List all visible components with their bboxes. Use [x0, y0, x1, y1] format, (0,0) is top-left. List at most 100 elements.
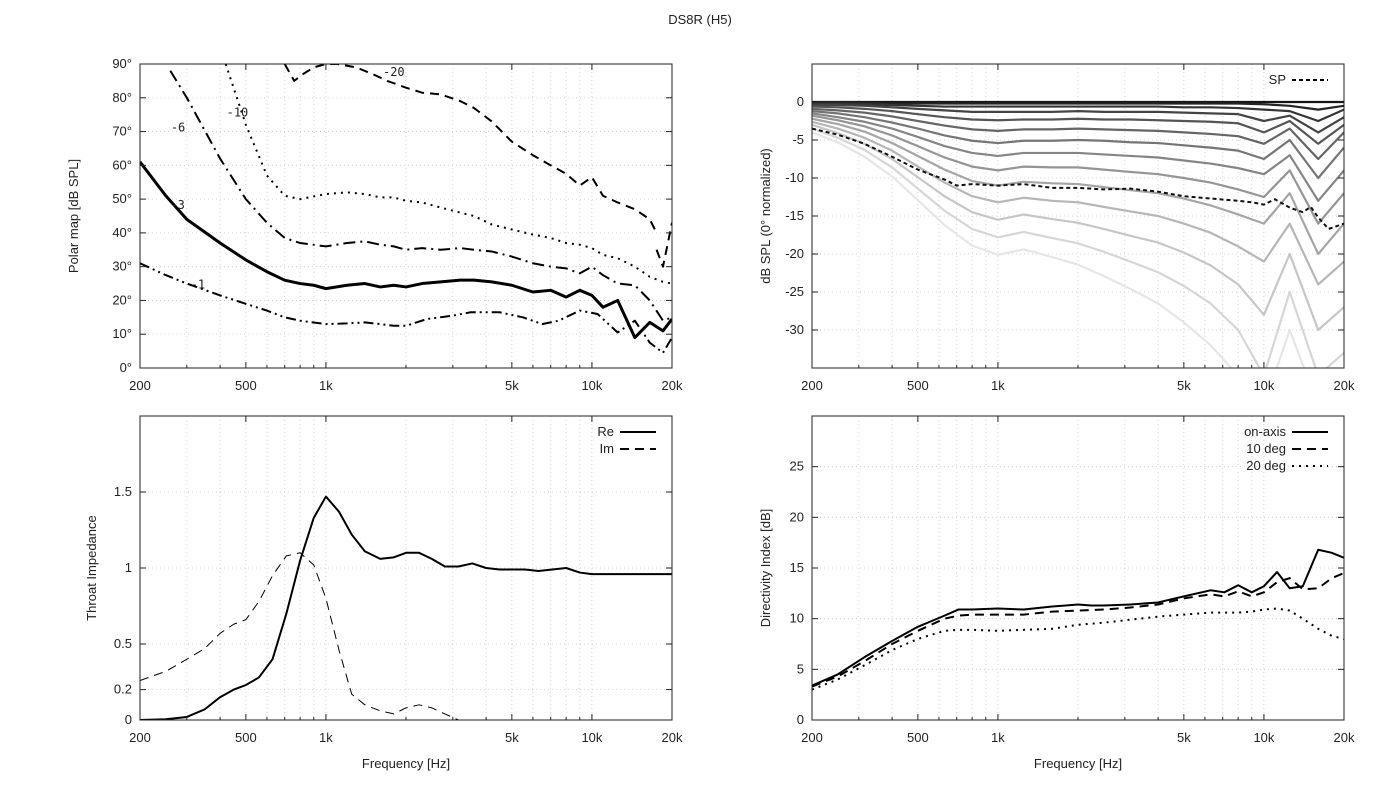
y-tick-label: 1.5	[114, 484, 132, 499]
y-tick-label: 0°	[120, 360, 132, 375]
legend-label: 10 deg	[1246, 441, 1286, 456]
x-tick-label: 1k	[319, 378, 333, 393]
series-line-40deg	[812, 112, 1344, 202]
contour-label: -6	[171, 121, 185, 135]
y-tick-label: -10	[785, 170, 804, 185]
polar-map-panel: -1 -3 -6 -10 -20 -20 200 500 1k 5k 10k 20k 0° 10° 20°…	[66, 48, 683, 393]
x-tick-label: 10k	[581, 378, 602, 393]
series-line-15deg	[812, 102, 1344, 123]
x-tick-label: 500	[235, 378, 257, 393]
contour-label: -1	[191, 278, 205, 292]
x-tick-label: 500	[907, 378, 929, 393]
y-tick-label: -15	[785, 208, 804, 223]
y-tick-label: 80°	[112, 90, 132, 105]
y-tick-label: -20	[785, 246, 804, 261]
x-tick-label: 200	[129, 378, 151, 393]
x-tick-label: 1k	[991, 730, 1005, 745]
x-tick-label: 5k	[505, 730, 519, 745]
x-tick-label: 200	[801, 378, 823, 393]
series-line-30deg	[812, 107, 1344, 161]
x-tick-label: 5k	[505, 378, 519, 393]
y-tick-label: -5	[792, 132, 804, 147]
x-tick-label: 500	[235, 730, 257, 745]
y-tick-label: 90°	[112, 56, 132, 71]
polar-plot-area: -1 -3 -6 -10 -20 -20	[140, 48, 672, 368]
legend-label: Im	[600, 441, 614, 456]
x-tick-label: 200	[801, 730, 823, 745]
figure-title: DS8R (H5)	[668, 12, 732, 27]
x-tick-label: 5k	[1177, 730, 1191, 745]
x-tick-label: 500	[907, 730, 929, 745]
y-tick-label: 0	[797, 712, 804, 727]
x-tick-label: 10k	[1253, 378, 1274, 393]
throat-impedance-panel: 200 500 1k 5k 10k 20k 0 0.2 0.5 1 1.5 Throat Impeda…	[84, 415, 683, 771]
series-line-10-deg	[812, 572, 1344, 688]
y-tick-label: 0.5	[114, 636, 132, 651]
y-tick-label: 10	[790, 611, 804, 626]
series-line-35deg	[812, 110, 1344, 180]
series-line--20b	[655, 222, 672, 268]
normalized-plot-area	[812, 64, 1344, 368]
contour-label: -3	[170, 198, 184, 212]
x-axis-label: Frequency [Hz]	[1034, 756, 1122, 771]
y-tick-label: 60°	[112, 157, 132, 172]
y-tick-label: 10°	[112, 326, 132, 341]
y-tick-label: 0.2	[114, 682, 132, 697]
directivity-plot-area	[812, 416, 1344, 720]
directivity-index-panel: 200 500 1k 5k 10k 20k 0 5 10 15 20 25 Directivity In…	[758, 415, 1355, 771]
y-tick-label: 30°	[112, 259, 132, 274]
y-tick-label: 20°	[112, 292, 132, 307]
x-tick-label: 10k	[1253, 730, 1274, 745]
series-line-re	[140, 495, 672, 720]
series-line--20	[283, 64, 658, 234]
series-line-im	[140, 552, 569, 720]
x-axis-label: Frequency [Hz]	[362, 756, 450, 771]
legend-label: 20 deg	[1246, 458, 1286, 473]
x-tick-label: 10k	[581, 730, 602, 745]
y-tick-label: -30	[785, 322, 804, 337]
contour-label: -20	[383, 65, 405, 79]
contour-label: -20	[303, 48, 325, 62]
legend-label: SP	[1269, 72, 1286, 87]
x-tick-label: 1k	[319, 730, 333, 745]
y-axis-label: Throat Impedance	[84, 515, 99, 621]
series-line--6	[169, 70, 672, 322]
y-tick-label: 1	[125, 560, 132, 575]
impedance-plot-area	[140, 416, 672, 720]
x-tick-label: 20k	[1334, 730, 1355, 745]
y-tick-label: -25	[785, 284, 804, 299]
series-line-55deg	[812, 120, 1344, 286]
contour-label: -10	[227, 105, 249, 119]
legend-label: on-axis	[1244, 424, 1286, 439]
y-tick-label: 70°	[112, 124, 132, 139]
x-tick-label: 20k	[662, 378, 683, 393]
series-line-on-axis	[812, 548, 1344, 687]
series-line-20-deg	[812, 607, 1344, 691]
y-tick-label: 20	[790, 509, 804, 524]
series-line-10deg	[812, 101, 1344, 111]
y-tick-label: 50°	[112, 191, 132, 206]
x-tick-label: 1k	[991, 378, 1005, 393]
series-line-70deg	[812, 131, 1306, 368]
series-line--3	[140, 161, 672, 340]
series-line-20deg	[812, 103, 1344, 134]
x-tick-label: 20k	[1334, 378, 1355, 393]
series-line-65deg	[812, 127, 1344, 368]
y-tick-label: 0	[797, 94, 804, 109]
normalized-spl-panel: 200 500 1k 5k 10k 20k 0 -5 -10 -15 -20 -25 -30 dB SPL…	[758, 63, 1355, 393]
y-axis-label: dB SPL (0° normalized)	[758, 148, 773, 284]
y-axis-label: Directivity Index [dB]	[758, 509, 773, 628]
series-line-50deg	[812, 117, 1344, 256]
y-axis-label: Polar map [dB SPL]	[66, 159, 81, 273]
x-tick-label: 20k	[662, 730, 683, 745]
series-line-sp	[812, 127, 1344, 231]
series-line-25deg	[812, 105, 1344, 145]
legend-label: Re	[597, 424, 614, 439]
series-line--1	[140, 262, 672, 354]
x-tick-label: 200	[129, 730, 151, 745]
x-tick-label: 5k	[1177, 378, 1191, 393]
y-tick-label: 40°	[112, 225, 132, 240]
y-tick-label: 25	[790, 459, 804, 474]
series-line-45deg	[812, 114, 1344, 225]
